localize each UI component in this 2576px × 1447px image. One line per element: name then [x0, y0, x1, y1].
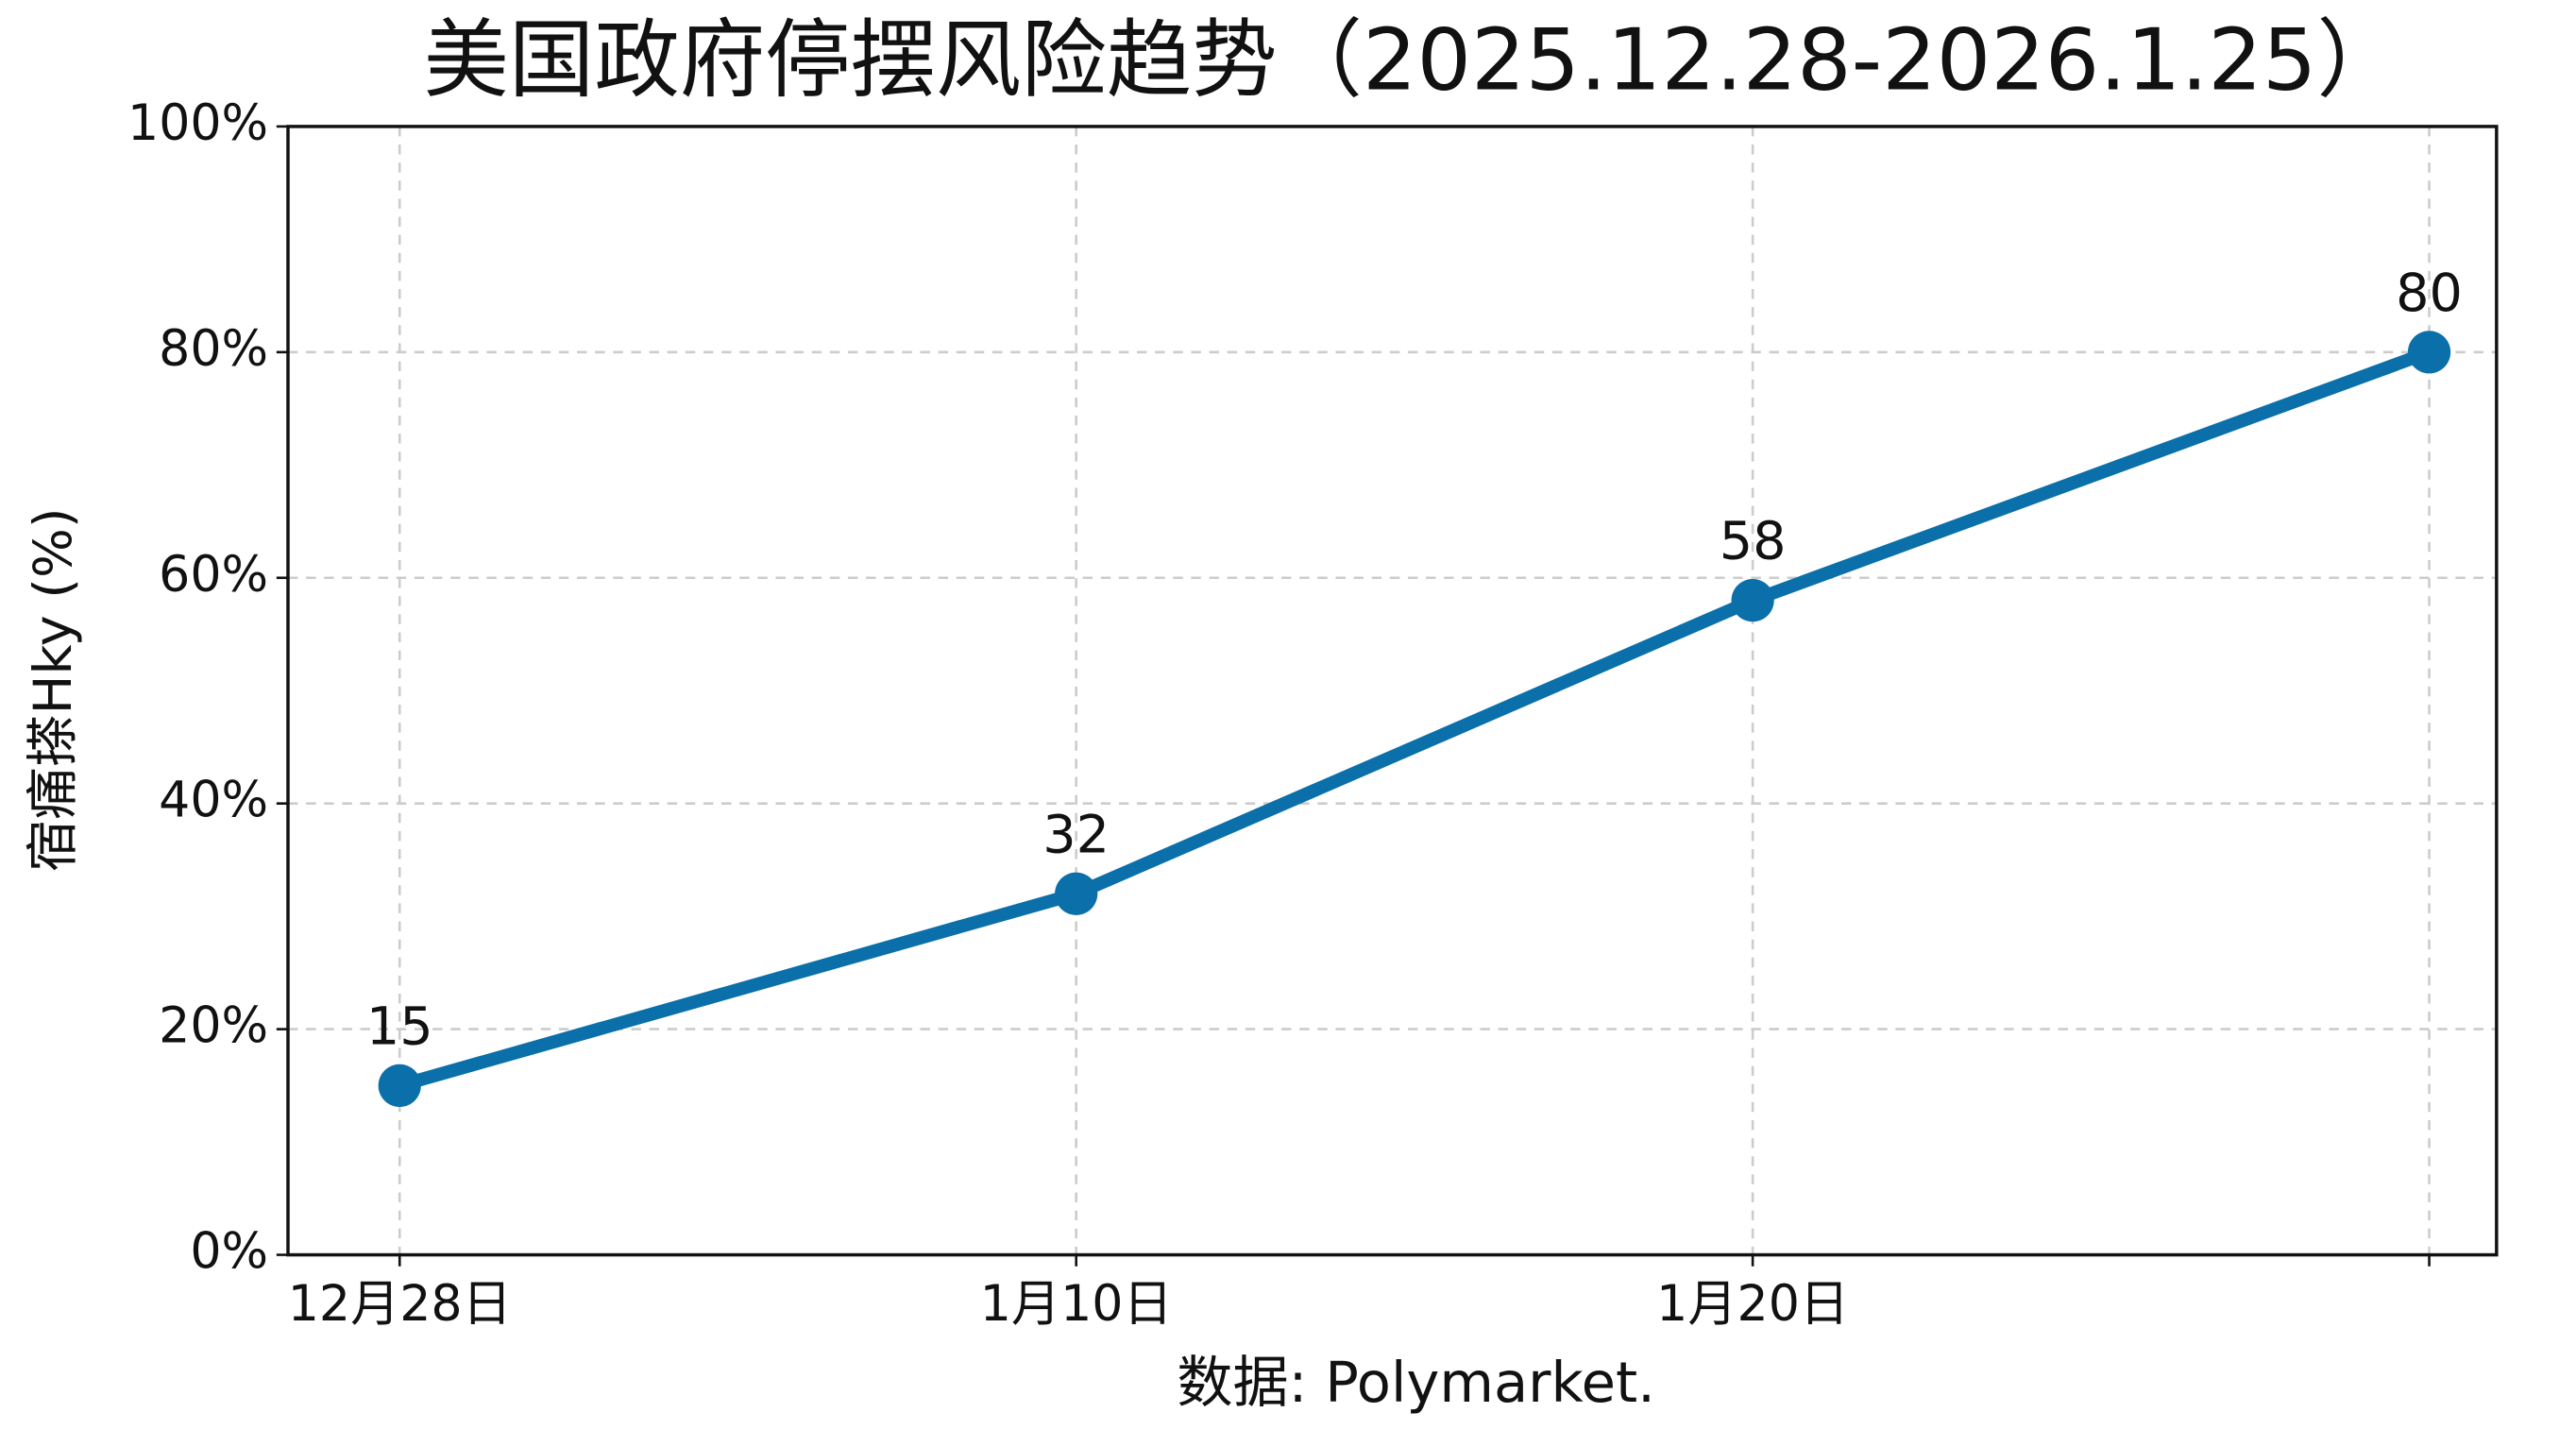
y-tick-label: 40% [159, 773, 268, 829]
plot-frame [286, 125, 2499, 1257]
x-tick-label: 1月10日 [980, 1276, 1173, 1333]
y-tick-label: 100% [127, 95, 268, 152]
data-label: 80 [2396, 263, 2463, 324]
x-tick-label: 1月20日 [1656, 1276, 1849, 1333]
y-tick-label: 60% [159, 547, 268, 604]
x-axis-label: 数据: Polymarket. [1177, 1350, 1655, 1415]
data-label: 32 [1042, 804, 1110, 865]
point [1731, 579, 1774, 622]
line [398, 346, 2432, 1093]
chart-title: 美国政府停摆风险趋势（2025.12.28-2026.1.25） [424, 10, 2402, 110]
point [1055, 872, 1098, 915]
y-tick-label: 80% [159, 321, 268, 378]
data-label: 15 [366, 996, 433, 1057]
point [378, 1064, 421, 1107]
y-axis-label: 宿痛搽Hky (%) [23, 507, 84, 872]
x-tick-label: 12月28日 [288, 1276, 512, 1333]
y-tick-label: 20% [159, 998, 268, 1055]
data-label: 58 [1720, 511, 1787, 572]
y-tick-label: 0% [190, 1224, 268, 1281]
point [2407, 331, 2451, 374]
